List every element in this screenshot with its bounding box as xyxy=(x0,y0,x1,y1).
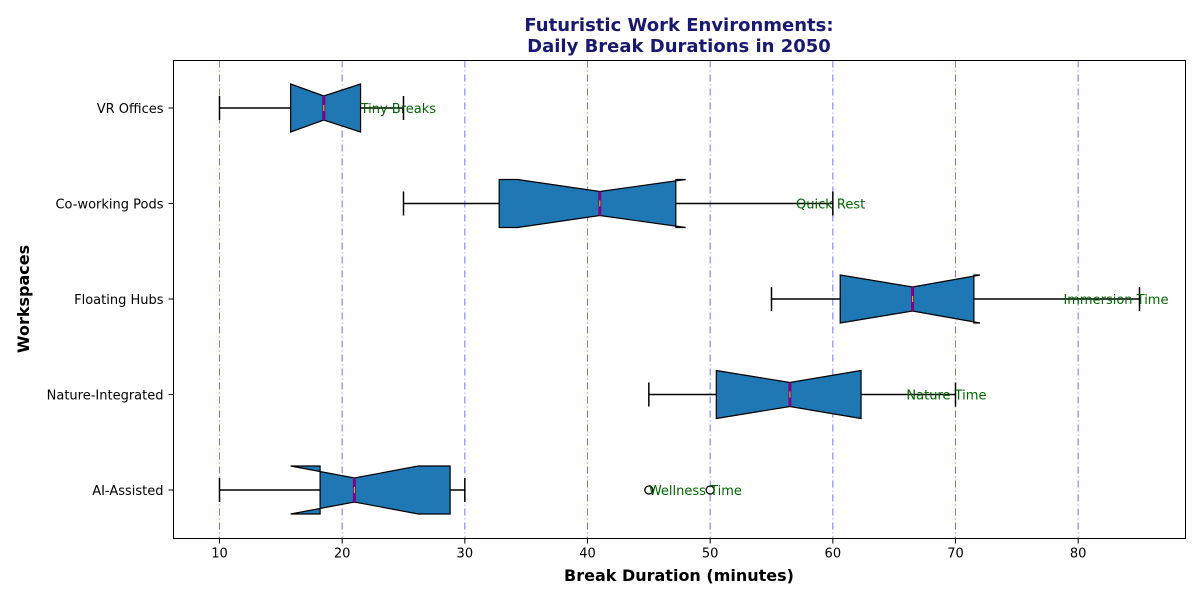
y-tick-label: Nature-Integrated xyxy=(47,389,164,404)
x-tick-label: 50 xyxy=(702,547,719,562)
x-tick-label: 70 xyxy=(947,547,964,562)
outlier-point xyxy=(644,485,654,495)
box-annotation: Wellness Time xyxy=(649,484,742,499)
y-tick-label: VR Offices xyxy=(97,102,164,117)
outlier-point xyxy=(705,485,715,495)
y-tick-label: Co-working Pods xyxy=(55,198,163,213)
x-tick-label: 30 xyxy=(457,547,474,562)
chart-title-line1: Futuristic Work Environments: xyxy=(524,15,833,36)
box-annotation: Nature Time xyxy=(906,389,986,404)
notched-box xyxy=(498,178,686,229)
box-group: Tiny Breaks xyxy=(218,83,437,133)
y-tick-label: AI-Assisted xyxy=(92,484,163,499)
box-annotation: Immersion Time xyxy=(1063,293,1168,308)
notched-box xyxy=(290,465,451,515)
x-tick-label: 60 xyxy=(825,547,842,562)
x-tick-label: 80 xyxy=(1070,547,1087,562)
x-tick-label: 10 xyxy=(211,547,228,562)
y-axis-label: Workspaces xyxy=(14,245,33,353)
y-tick-label: Floating Hubs xyxy=(74,293,164,308)
chart-title-line2: Daily Break Durations in 2050 xyxy=(527,36,831,57)
x-axis-label: Break Duration (minutes) xyxy=(564,566,794,585)
box-annotation: Tiny Breaks xyxy=(360,102,437,117)
axis-ticks: 10 20 30 40 50 60 70 80 AI-Assisted Nature-Integr… xyxy=(47,102,1087,562)
box-series: Wellness Time Nature Time Immersion Time Qu… xyxy=(218,83,1168,515)
box-group: Nature Time xyxy=(648,369,986,420)
box-group: Wellness Time xyxy=(218,465,742,515)
box-group: Quick Rest xyxy=(402,178,865,229)
box-annotation: Quick Rest xyxy=(796,198,865,213)
notched-box xyxy=(290,83,362,133)
box-group: Immersion Time xyxy=(770,274,1168,324)
x-tick-label: 40 xyxy=(579,547,596,562)
x-tick-label: 20 xyxy=(334,547,351,562)
notched-box xyxy=(839,274,981,324)
